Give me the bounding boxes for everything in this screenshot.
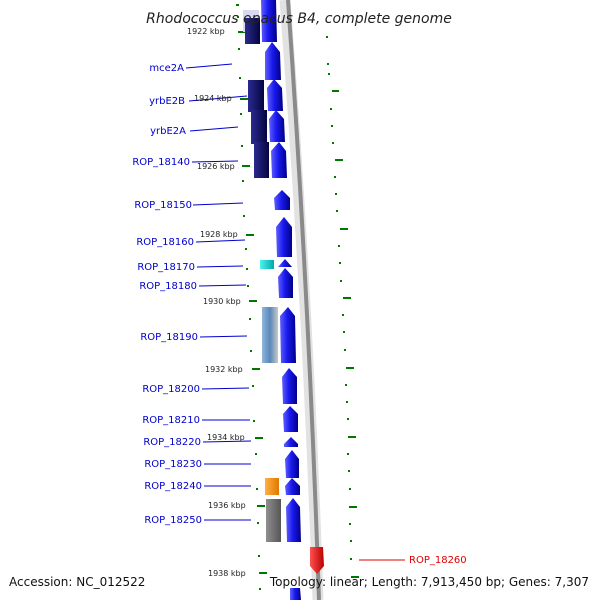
gene-label-ROP_18230[interactable]: ROP_18230 bbox=[144, 459, 202, 470]
gene-label-ROP_18250[interactable]: ROP_18250 bbox=[144, 515, 202, 526]
inner-dotted-rail bbox=[236, 4, 261, 590]
gene-labels: mce2A yrbE2B yrbE2A ROP_18140 ROP_18150 … bbox=[132, 63, 466, 566]
gene-arrow-ROP_18200 bbox=[282, 368, 297, 404]
gene-arrow-ROP_18180 bbox=[278, 268, 293, 298]
tick-label: 1938 kbp bbox=[208, 569, 246, 578]
genome-summary-text: Topology: linear; Length: 7,913,450 bp; … bbox=[269, 575, 589, 589]
gene-arrow-ROP_18220 bbox=[284, 437, 298, 447]
map-title: Rhodococcus opacus B4, complete genome bbox=[146, 11, 452, 27]
gene-arrow-ROP_18140 bbox=[271, 142, 287, 178]
cog-box-ROP_18240 bbox=[265, 478, 279, 495]
gene-label-ROP_18260[interactable]: ROP_18260 bbox=[409, 555, 467, 566]
gene-label-mce2A[interactable]: mce2A bbox=[149, 63, 184, 74]
forward-genes bbox=[261, 0, 301, 600]
gene-arrow-ROP_18250 bbox=[286, 498, 301, 542]
gene-label-ROP_18200[interactable]: ROP_18200 bbox=[142, 384, 200, 395]
accession-text: Accession: NC_012522 bbox=[9, 575, 145, 589]
gene-label-ROP_18220[interactable]: ROP_18220 bbox=[143, 437, 201, 448]
tick-label: 1922 kbp bbox=[187, 27, 225, 36]
tick-label: 1934 kbp bbox=[207, 433, 245, 442]
gene-label-ROP_18160[interactable]: ROP_18160 bbox=[136, 237, 194, 248]
gene-arrow-top bbox=[261, 0, 277, 42]
gene-label-ROP_18140[interactable]: ROP_18140 bbox=[132, 157, 190, 168]
gene-arrow-ROP_18210 bbox=[283, 406, 298, 432]
gene-arrow-ROP_18260 bbox=[310, 547, 324, 574]
cog-box-yrbE2A bbox=[251, 110, 267, 144]
scale-labels: 1922 kbp 1924 kbp 1926 kbp 1928 kbp 1930… bbox=[187, 27, 246, 578]
gene-label-yrbE2A[interactable]: yrbE2A bbox=[150, 126, 186, 137]
gene-arrow-ROP_18240 bbox=[285, 478, 300, 495]
gene-arrow-yrbE2B bbox=[267, 79, 283, 111]
gene-arrow-ROP_18150 bbox=[274, 190, 290, 210]
gene-label-ROP_18180[interactable]: ROP_18180 bbox=[139, 281, 197, 292]
gene-arrow-ROP_18170 bbox=[278, 259, 292, 267]
gene-arrow-yrbE2A bbox=[269, 110, 285, 142]
gene-label-ROP_18210[interactable]: ROP_18210 bbox=[142, 415, 200, 426]
gene-label-yrbE2B[interactable]: yrbE2B bbox=[149, 96, 185, 107]
tick-label: 1930 kbp bbox=[203, 297, 241, 306]
cog-box-ROP_18140 bbox=[254, 142, 269, 178]
cog-box-top-dark bbox=[245, 18, 260, 44]
cog-box-ROP_18170 bbox=[260, 260, 274, 269]
label-leaders bbox=[185, 63, 252, 521]
gene-arrow-ROP_18190 bbox=[280, 307, 296, 363]
tick-label: 1932 kbp bbox=[205, 365, 243, 374]
tick-label: 1936 kbp bbox=[208, 501, 246, 510]
scale-ticks bbox=[238, 31, 267, 574]
gene-label-ROP_18240[interactable]: ROP_18240 bbox=[144, 481, 202, 492]
tick-label: 1928 kbp bbox=[200, 230, 238, 239]
gene-arrow-ROP_18230 bbox=[285, 450, 299, 478]
backbone bbox=[286, 0, 321, 600]
gene-label-ROP_18170[interactable]: ROP_18170 bbox=[137, 262, 195, 273]
tick-label: 1924 kbp bbox=[194, 94, 232, 103]
gene-arrow-ROP_18160 bbox=[276, 217, 292, 257]
gene-label-ROP_18190[interactable]: ROP_18190 bbox=[140, 332, 198, 343]
gene-label-ROP_18150[interactable]: ROP_18150 bbox=[134, 200, 192, 211]
tick-label: 1926 kbp bbox=[197, 162, 235, 171]
outer-dotted-rail bbox=[326, 36, 359, 578]
cog-box-ROP_18250 bbox=[266, 499, 281, 542]
cog-track bbox=[243, 10, 281, 542]
cog-box-ROP_18190 bbox=[262, 307, 278, 363]
gene-arrow-bottom bbox=[290, 588, 301, 600]
gene-arrow-mce2A bbox=[265, 42, 281, 80]
cog-box-yrbE2B bbox=[248, 80, 264, 112]
